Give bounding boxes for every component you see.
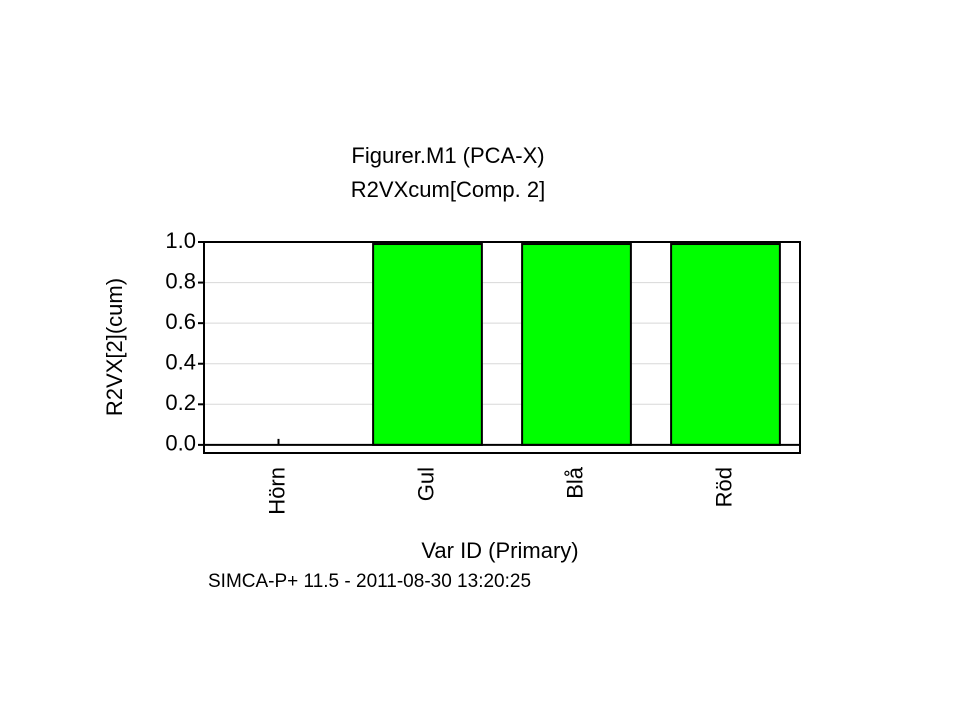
chart-subtitle: R2VXcum[Comp. 2]: [351, 177, 545, 202]
plot-frame: [203, 241, 801, 454]
bar: [372, 243, 483, 446]
footer: SIMCA-P+ 11.5 - 2011-08-30 13:20:25: [208, 571, 531, 592]
y-tick-label: 0.4: [165, 350, 196, 375]
y-tick-label: 0.8: [165, 268, 196, 293]
y-tick-label: 1.0: [165, 228, 196, 253]
x-tick-label: Hörn: [264, 467, 289, 515]
x-tick-label: Gul: [413, 467, 438, 501]
y-tick-label: 0.0: [165, 431, 196, 456]
y-tick-label: 0.2: [165, 390, 196, 415]
y-axis-label: R2VX[2](cum): [102, 278, 127, 416]
y-tick-label: 0.6: [165, 309, 196, 334]
chart-title: Figurer.M1 (PCA-X): [351, 143, 544, 168]
x-tick-label: Blå: [562, 466, 587, 499]
bar: [521, 243, 632, 446]
x-axis-label: Var ID (Primary): [421, 538, 578, 563]
bar: [670, 243, 781, 446]
x-tick-label: Röd: [711, 467, 736, 507]
